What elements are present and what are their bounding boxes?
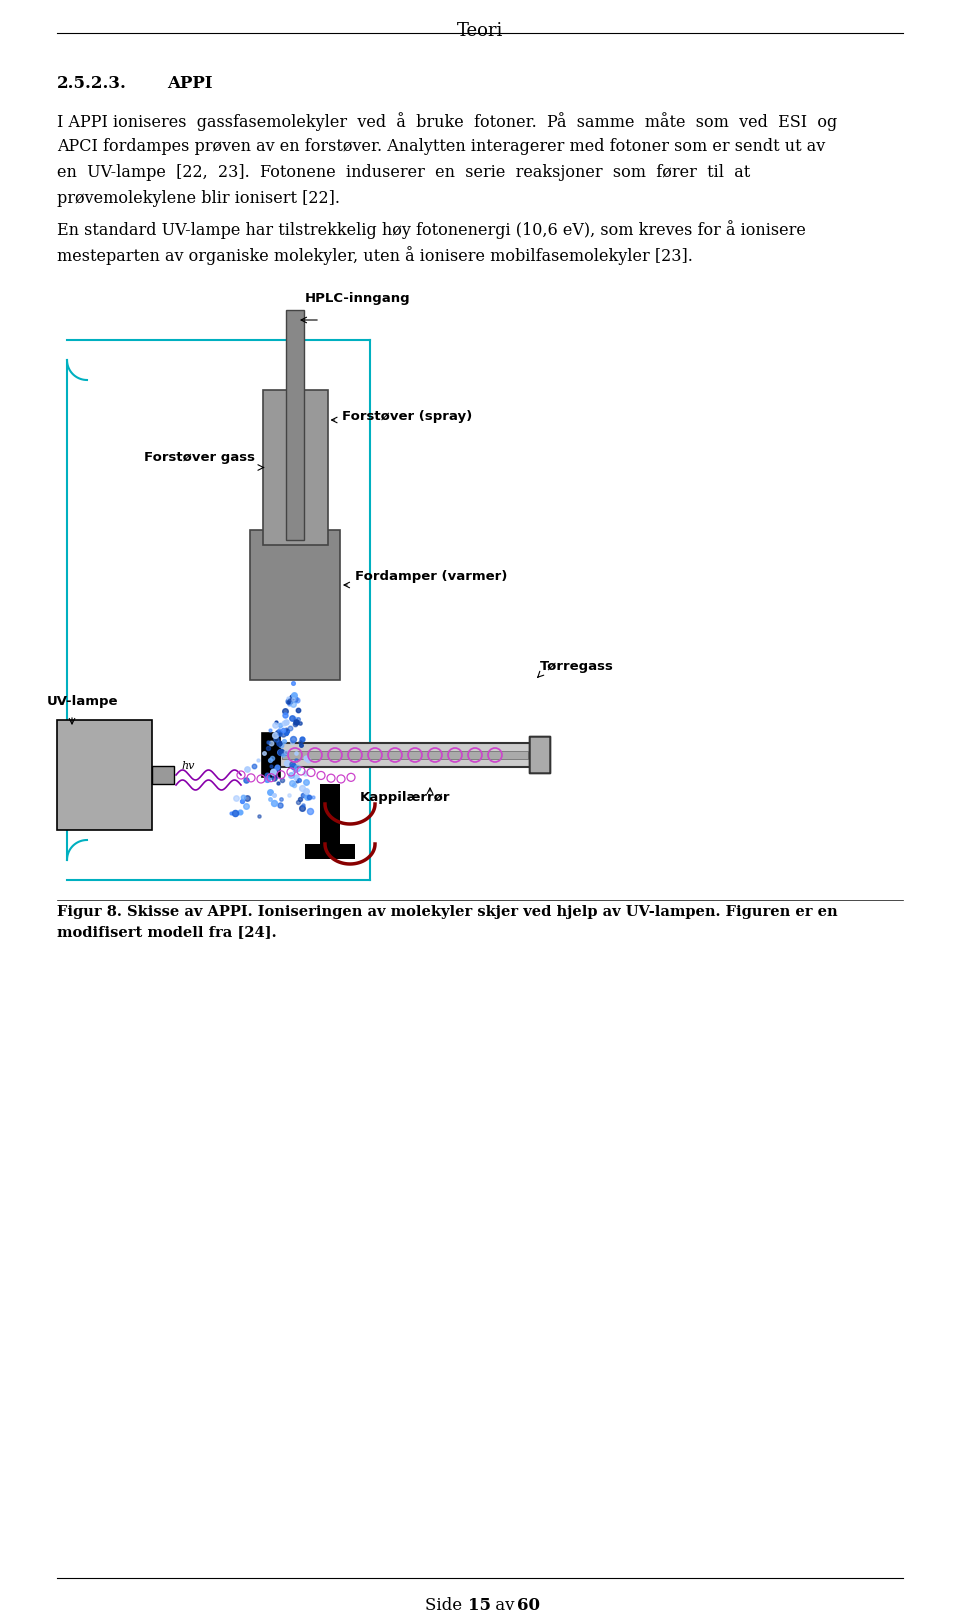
Text: Tørregass: Tørregass bbox=[540, 660, 613, 673]
FancyBboxPatch shape bbox=[286, 310, 304, 540]
Text: 60: 60 bbox=[517, 1597, 540, 1613]
Text: Forstøver (spray): Forstøver (spray) bbox=[343, 410, 472, 423]
Text: APCI fordampes prøven av en forstøver. Analytten interagerer med fotoner som er : APCI fordampes prøven av en forstøver. A… bbox=[57, 139, 826, 155]
Text: 15: 15 bbox=[468, 1597, 491, 1613]
FancyBboxPatch shape bbox=[530, 737, 550, 773]
Text: mesteparten av organiske molekyler, uten å ionisere mobilfasemolekyler [23].: mesteparten av organiske molekyler, uten… bbox=[57, 247, 693, 265]
Text: modifisert modell fra [24].: modifisert modell fra [24]. bbox=[57, 924, 276, 939]
Text: APPI: APPI bbox=[167, 74, 212, 92]
FancyBboxPatch shape bbox=[280, 744, 530, 768]
Text: prøvemolekylene blir ionisert [22].: prøvemolekylene blir ionisert [22]. bbox=[57, 190, 340, 206]
Text: Fordamper (varmer): Fordamper (varmer) bbox=[355, 569, 508, 582]
FancyBboxPatch shape bbox=[250, 531, 340, 681]
Text: av: av bbox=[490, 1597, 519, 1613]
Text: en  UV-lampe  [22,  23].  Fotonene  induserer  en  serie  reaksjoner  som  fører: en UV-lampe [22, 23]. Fotonene induserer… bbox=[57, 165, 751, 181]
FancyBboxPatch shape bbox=[262, 390, 327, 545]
Text: HPLC-inngang: HPLC-inngang bbox=[305, 292, 411, 305]
Bar bbox=[262, 732, 280, 777]
Text: Side: Side bbox=[425, 1597, 468, 1613]
Bar bbox=[305, 844, 355, 860]
Text: Forstøver gass: Forstøver gass bbox=[143, 452, 254, 465]
Text: Kappilærrør: Kappilærrør bbox=[360, 790, 450, 803]
Text: Figur 8. Skisse av APPI. Ioniseringen av molekyler skjer ved hjelp av UV-lampen.: Figur 8. Skisse av APPI. Ioniseringen av… bbox=[57, 905, 838, 919]
Text: I APPI ioniseres  gassfasemolekyler  ved  å  bruke  fotoner.  På  samme  måte  s: I APPI ioniseres gassfasemolekyler ved å… bbox=[57, 111, 837, 131]
FancyBboxPatch shape bbox=[282, 752, 528, 760]
FancyBboxPatch shape bbox=[152, 766, 174, 784]
Text: Teori: Teori bbox=[457, 23, 503, 40]
Text: hv: hv bbox=[181, 761, 194, 771]
Text: 2.5.2.3.: 2.5.2.3. bbox=[57, 74, 127, 92]
Text: En standard UV-lampe har tilstrekkelig høy fotonenergi (10,6 eV), som kreves for: En standard UV-lampe har tilstrekkelig h… bbox=[57, 219, 805, 239]
Text: UV-lampe: UV-lampe bbox=[47, 695, 118, 708]
FancyBboxPatch shape bbox=[57, 719, 152, 831]
Bar bbox=[320, 784, 340, 844]
